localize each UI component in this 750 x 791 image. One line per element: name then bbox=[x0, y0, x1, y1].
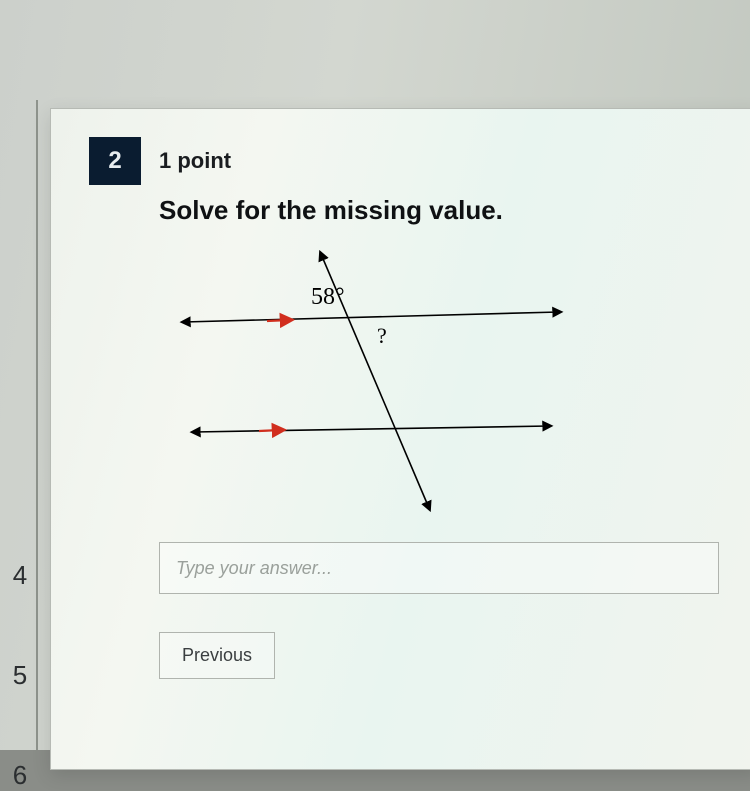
geometry-diagram: 58° ? bbox=[159, 246, 599, 526]
parallel-line-top bbox=[184, 312, 559, 322]
previous-button[interactable]: Previous bbox=[159, 632, 275, 679]
question-card: 2 1 point Solve for the missing value. bbox=[50, 108, 750, 770]
question-points: 1 point bbox=[159, 148, 231, 174]
question-nav-strip: 4 5 6 bbox=[0, 100, 38, 750]
nav-item-4[interactable]: 4 bbox=[6, 560, 34, 591]
diagram-svg bbox=[159, 246, 599, 526]
question-prompt: Solve for the missing value. bbox=[159, 195, 721, 226]
nav-item-5[interactable]: 5 bbox=[6, 660, 34, 691]
parallel-line-bottom bbox=[194, 426, 549, 432]
angle-label-58: 58° bbox=[311, 284, 345, 311]
question-number-badge: 2 bbox=[89, 137, 141, 185]
question-header: 2 1 point bbox=[89, 137, 721, 185]
answer-input[interactable] bbox=[159, 542, 719, 594]
parallel-marker-bottom bbox=[259, 430, 281, 431]
parallel-marker-top bbox=[267, 320, 289, 321]
angle-label-unknown: ? bbox=[377, 323, 387, 349]
nav-item-6[interactable]: 6 bbox=[6, 760, 34, 791]
